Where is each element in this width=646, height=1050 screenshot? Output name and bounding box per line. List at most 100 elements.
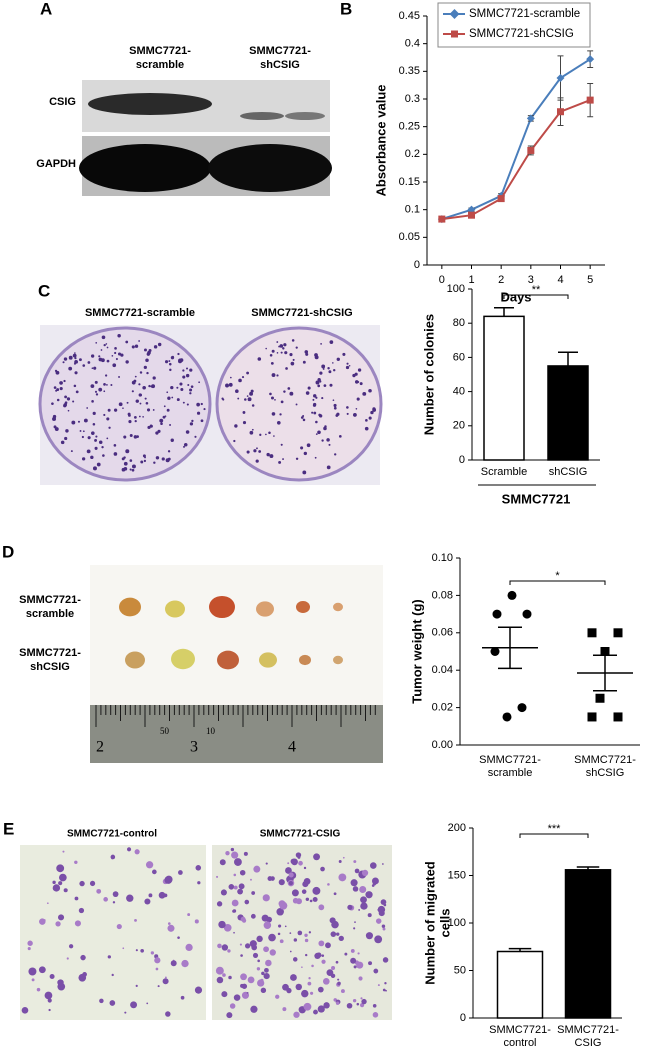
migrated-cells — [21, 847, 389, 1019]
cell — [378, 910, 385, 917]
colony — [91, 400, 94, 403]
colony — [183, 442, 188, 447]
colony — [182, 375, 186, 379]
colony — [372, 408, 377, 412]
colony — [94, 446, 98, 450]
x-axis-label: Days — [500, 289, 531, 304]
cell — [230, 847, 235, 852]
colony — [271, 349, 275, 353]
dish — [38, 326, 212, 482]
marker — [586, 55, 595, 64]
y-tick-label: 0.3 — [405, 93, 420, 105]
blot-band — [88, 93, 212, 115]
colony — [332, 362, 334, 364]
y-tick-label: 0.2 — [405, 148, 420, 160]
colony — [333, 406, 337, 410]
colony — [98, 387, 103, 392]
cell — [226, 1012, 233, 1019]
cell — [237, 888, 243, 895]
y-tick-label: 0.04 — [432, 664, 453, 676]
ruler-number: 4 — [288, 739, 296, 756]
colony — [287, 387, 291, 390]
cell — [335, 932, 340, 936]
x-tick-label: 2 — [498, 274, 504, 286]
tumor — [165, 600, 185, 618]
colony — [133, 435, 138, 439]
colony — [95, 393, 99, 396]
colony — [129, 434, 133, 438]
colony — [92, 466, 97, 471]
cell — [293, 938, 298, 942]
colony — [200, 402, 203, 406]
cell — [240, 973, 247, 981]
cell — [323, 1002, 330, 1009]
cell — [126, 894, 134, 902]
colony — [101, 335, 106, 340]
cell — [322, 978, 330, 985]
point — [595, 693, 605, 703]
cell — [36, 987, 41, 992]
colony — [107, 408, 111, 412]
legend-label: SMMC7721-shCSIG — [469, 28, 574, 40]
cell — [305, 953, 308, 957]
colony — [134, 420, 137, 423]
colony — [131, 468, 135, 472]
bar — [547, 365, 589, 461]
cell — [267, 876, 273, 881]
colony — [136, 435, 139, 438]
colony — [269, 454, 274, 459]
cell — [250, 1005, 258, 1013]
colony — [257, 357, 262, 361]
cell — [289, 950, 292, 953]
cell — [304, 933, 308, 938]
colony — [185, 430, 190, 434]
cell — [354, 921, 356, 923]
cell — [241, 983, 248, 989]
colony — [95, 341, 98, 344]
point — [502, 712, 512, 722]
colony — [56, 398, 60, 402]
cell — [297, 855, 301, 859]
cell — [313, 853, 321, 861]
colony — [187, 383, 190, 386]
y-tick-label: 0.1 — [405, 204, 420, 216]
colony — [354, 372, 358, 376]
cell — [262, 894, 270, 902]
cell — [301, 889, 307, 894]
cell — [225, 850, 230, 856]
tumor — [209, 595, 235, 619]
colony — [74, 360, 77, 362]
cell — [298, 860, 303, 866]
cell — [353, 965, 357, 969]
colony — [182, 401, 185, 404]
x-tick-label: shCSIG — [586, 767, 625, 779]
colony — [283, 390, 286, 393]
cell — [352, 998, 357, 1003]
colony — [368, 416, 372, 420]
colony — [138, 340, 141, 342]
series-line — [441, 58, 591, 221]
cell — [187, 913, 191, 917]
colony — [247, 397, 252, 402]
cell — [252, 952, 259, 958]
colony — [196, 411, 201, 415]
cell — [269, 949, 276, 956]
colony — [131, 390, 134, 393]
panel-label: B — [340, 0, 352, 18]
colony — [75, 390, 79, 394]
colony — [352, 413, 357, 417]
colony — [317, 377, 321, 382]
cell — [38, 966, 46, 974]
colony — [338, 434, 342, 438]
cell — [134, 849, 140, 855]
cell — [126, 847, 132, 852]
cell — [257, 959, 260, 963]
cell — [265, 959, 272, 967]
cell — [368, 961, 373, 966]
colony — [345, 365, 350, 370]
colony — [153, 345, 158, 349]
cell — [223, 923, 232, 932]
significance-label: ** — [532, 284, 541, 296]
cell — [382, 927, 386, 931]
colony — [166, 391, 169, 394]
